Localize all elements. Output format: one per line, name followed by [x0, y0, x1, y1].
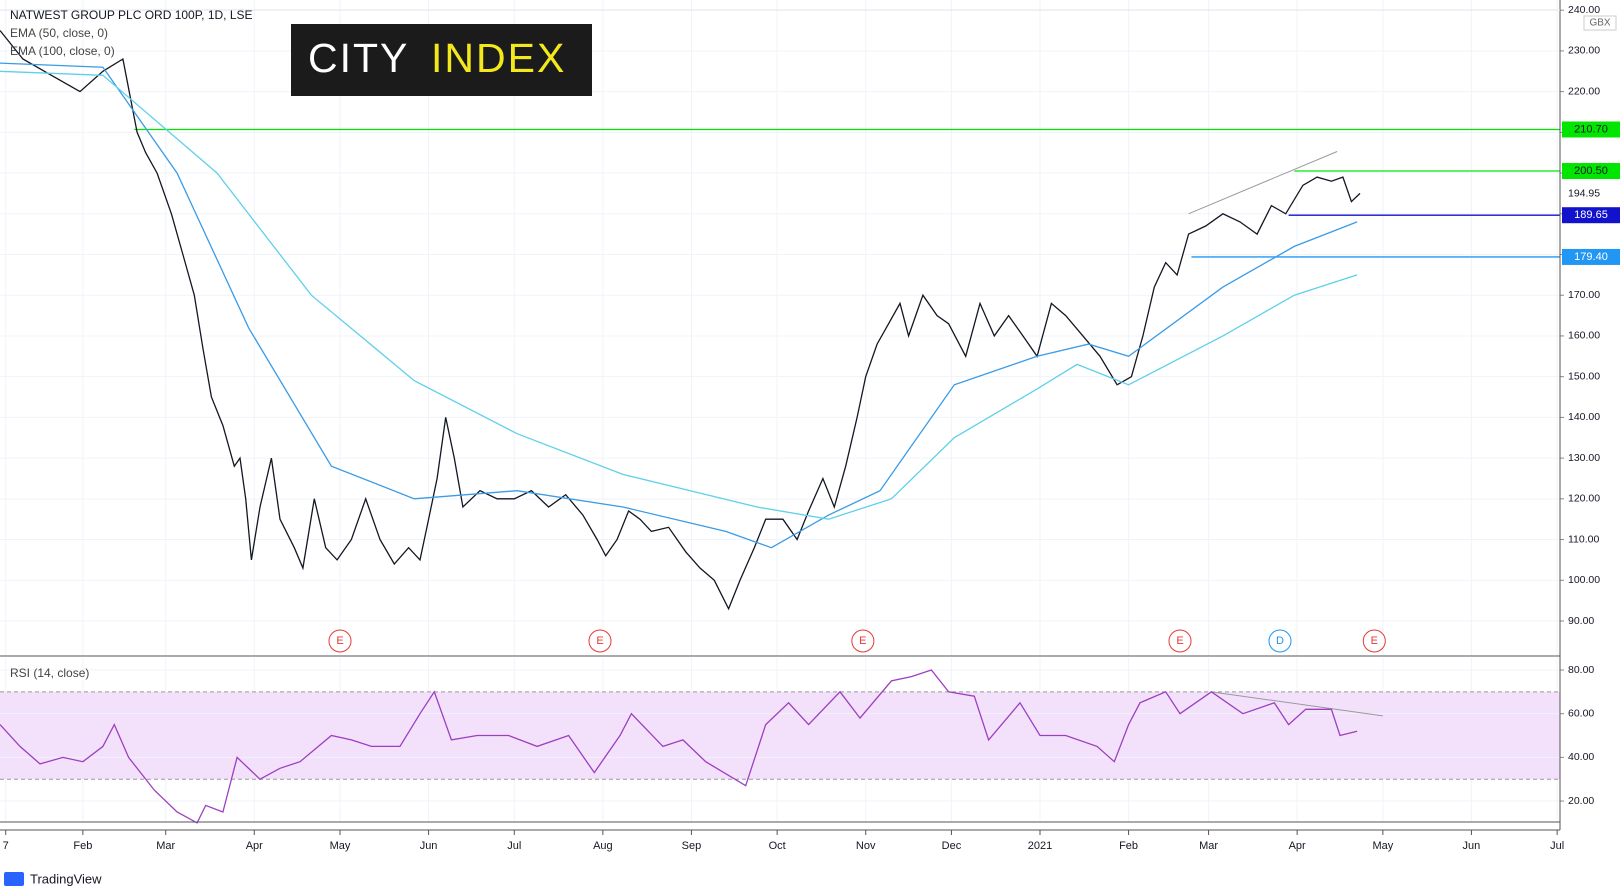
y-tick-label: 130.00	[1568, 452, 1600, 464]
logo-index: INDEX	[431, 35, 566, 81]
event-label: E	[1176, 635, 1183, 647]
x-tick-label: May	[330, 840, 351, 852]
x-tick-label: Apr	[246, 840, 263, 852]
last-price-label: 194.95	[1568, 187, 1600, 199]
event-label: E	[1371, 635, 1378, 647]
level-tag	[1562, 121, 1620, 138]
rsi-band	[0, 691, 1560, 780]
y-tick-label: 150.00	[1568, 370, 1600, 382]
y-tick-label: 160.00	[1568, 330, 1600, 342]
event-marker	[588, 629, 612, 653]
x-tick-label: Feb	[1119, 840, 1138, 852]
event-marker	[1362, 629, 1386, 653]
x-tick-label: Nov	[856, 840, 876, 852]
level-label: 200.50	[1574, 165, 1608, 177]
price-line	[0, 30, 1361, 611]
event-marker	[1168, 629, 1192, 653]
event-marker	[1268, 629, 1292, 653]
series-line	[0, 70, 1358, 520]
x-tick-label: Aug	[593, 840, 613, 852]
y-tick-label: 120.00	[1568, 493, 1600, 505]
x-tick-label: Jul	[507, 840, 521, 852]
x-tick-label: May	[1372, 840, 1393, 852]
event-label: D	[1276, 635, 1284, 647]
y-tick-label: 170.00	[1568, 289, 1600, 301]
y-tick-label: 220.00	[1568, 85, 1600, 97]
event-marker	[851, 629, 875, 653]
series-line	[0, 669, 1358, 824]
x-tick-label: Jun	[1463, 840, 1481, 852]
y-tick-label: 80.00	[1568, 664, 1594, 676]
event-label: E	[859, 635, 866, 647]
x-tick-label: Oct	[769, 840, 786, 852]
x-tick-label: Jun	[420, 840, 438, 852]
x-tick-label: Jul	[1550, 840, 1564, 852]
unit-label: GBX	[1589, 18, 1610, 29]
y-tick-label: 90.00	[1568, 615, 1594, 627]
x-tick-label: 2021	[1028, 840, 1052, 852]
x-tick-label: Mar	[156, 840, 175, 852]
event-label: E	[596, 635, 603, 647]
x-tick-label: 7	[3, 840, 9, 852]
series-line	[0, 62, 1358, 549]
x-tick-label: Mar	[1199, 840, 1218, 852]
x-tick-label: Dec	[942, 840, 962, 852]
event-marker	[328, 629, 352, 653]
level-label: 189.65	[1574, 209, 1608, 221]
chart-title: NATWEST GROUP PLC ORD 100P, 1D, LSE	[10, 8, 253, 22]
legend-entry: EMA (100, close, 0)	[10, 44, 115, 58]
logo-city: CITY	[308, 35, 409, 81]
level-label: 210.70	[1574, 123, 1608, 135]
trendline	[1211, 691, 1383, 717]
y-tick-label: 110.00	[1568, 533, 1599, 545]
y-tick-label: 100.00	[1568, 574, 1600, 586]
y-tick-label: 140.00	[1568, 411, 1600, 423]
level-tag	[1562, 248, 1620, 265]
x-tick-label: Sep	[682, 840, 702, 852]
y-tick-label: 60.00	[1568, 707, 1594, 719]
x-tick-label: Feb	[73, 840, 92, 852]
trendline	[1188, 151, 1338, 215]
level-tag	[1562, 163, 1620, 180]
legend-entry: RSI (14, close)	[10, 666, 89, 680]
y-tick-label: 40.00	[1568, 751, 1594, 763]
level-tag	[1562, 207, 1620, 224]
footer-brand: TradingView	[30, 871, 102, 886]
y-tick-label: 230.00	[1568, 45, 1600, 57]
x-tick-label: Apr	[1289, 840, 1306, 852]
unit-box	[1583, 15, 1617, 31]
legend-entry: EMA (50, close, 0)	[10, 26, 108, 40]
y-tick-label: 20.00	[1568, 795, 1594, 807]
y-tick-label: 240.00	[1568, 4, 1600, 16]
tv-icon	[4, 872, 24, 886]
logo-box	[291, 24, 592, 96]
event-label: E	[336, 635, 343, 647]
level-label: 179.40	[1574, 251, 1608, 263]
